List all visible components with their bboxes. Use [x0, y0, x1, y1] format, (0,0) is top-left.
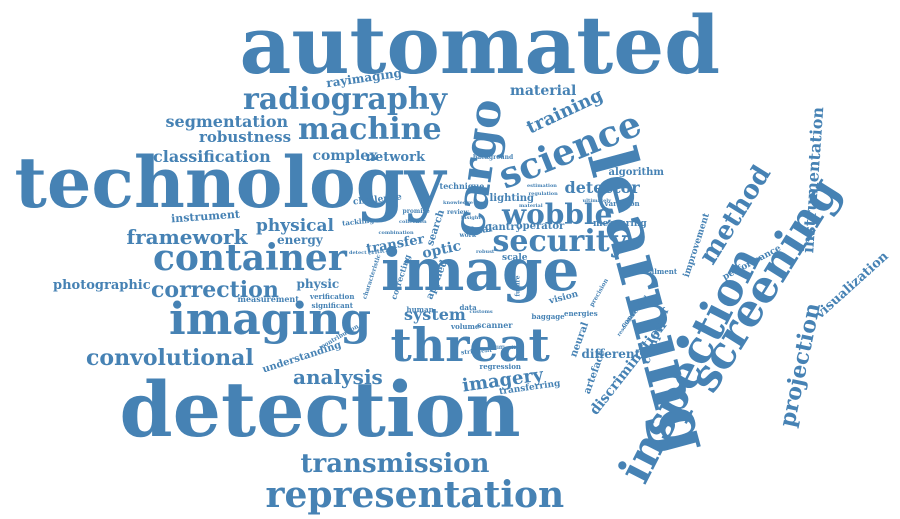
- word-operator: operator: [516, 221, 565, 232]
- word-framework: framework: [126, 225, 248, 249]
- word-classification: classification: [153, 147, 271, 166]
- word-review: review: [447, 209, 469, 216]
- word-ultimately: ultimately: [582, 197, 612, 204]
- word-energies: energies: [564, 308, 598, 318]
- word-algorithm: algorithm: [608, 167, 664, 178]
- word-robustness: robustness: [199, 127, 292, 146]
- word-measuring: measuring: [593, 218, 647, 229]
- word-different: different: [581, 347, 641, 361]
- word-scale: scale: [502, 252, 528, 263]
- word-insight: insight: [461, 214, 481, 221]
- word-precision: precision: [587, 277, 610, 308]
- word-complex: complex: [312, 148, 378, 164]
- word-threat: threat: [390, 318, 550, 372]
- word-representation: representation: [265, 474, 565, 516]
- word-volume: volume: [451, 321, 480, 331]
- word-machine: machine: [298, 112, 442, 147]
- word-wobble: wobble: [502, 198, 613, 231]
- word-automated: automated: [239, 0, 721, 92]
- word-detection: detection: [119, 365, 521, 454]
- word-verification: verification: [310, 291, 355, 301]
- word-tackling: tackling: [341, 214, 375, 228]
- word-regulation: regulation: [528, 190, 558, 197]
- word-background: background: [473, 154, 514, 161]
- word-convolutional: convolutional: [86, 345, 254, 371]
- word-combination: combination: [378, 229, 414, 236]
- word-human: human: [406, 304, 434, 314]
- word-measurement: measurement: [237, 294, 299, 304]
- word-technology: technology: [14, 141, 446, 224]
- word-data: data: [459, 302, 477, 312]
- word-knowledge: knowledge: [443, 199, 473, 206]
- word-transmission: transmission: [300, 449, 490, 479]
- word-physical: physical: [256, 215, 334, 236]
- word-collection: collection: [399, 218, 427, 225]
- word-estimation: estimation: [527, 182, 557, 189]
- word-customs: customs: [469, 308, 493, 315]
- word-concealment: concealment: [627, 266, 678, 276]
- word-segmentation: segmentation: [165, 112, 289, 131]
- word-imaging: imaging: [169, 294, 372, 345]
- word-significant: significant: [311, 300, 353, 310]
- word-scanner: scanner: [477, 320, 513, 330]
- word-future: future: [514, 275, 522, 297]
- word-gantry: gantry: [485, 222, 522, 233]
- word-variation: variation: [604, 198, 640, 208]
- word-analysis: analysis: [293, 365, 383, 389]
- word-detector: detector: [564, 178, 640, 197]
- word-security: security: [492, 224, 628, 259]
- word-radiography: radiography: [243, 82, 448, 117]
- word-visualization: visualization: [812, 248, 892, 322]
- word-projection: projection: [774, 300, 826, 430]
- word-energy: energy: [277, 233, 323, 247]
- word-robust: robust: [476, 248, 495, 255]
- word-detect: detect: [349, 249, 367, 256]
- word-material: material: [510, 83, 577, 99]
- word-network: network: [365, 149, 425, 165]
- word-container: container: [153, 237, 347, 279]
- word-correction: correction: [151, 277, 279, 303]
- word-technique: technique: [439, 181, 485, 191]
- word-image: image: [381, 236, 580, 304]
- word-characteristic: characteristic: [360, 253, 382, 301]
- word-photographic: photographic: [53, 277, 151, 293]
- word-physic: physic: [296, 277, 340, 291]
- word-work: work: [459, 232, 477, 239]
- word-regression: regression: [479, 361, 521, 371]
- word-promise: promise: [402, 208, 430, 215]
- word-lighting: lighting: [489, 193, 535, 204]
- word-system: system: [404, 305, 466, 324]
- word-material: material: [519, 202, 543, 209]
- word-baggage: baggage: [531, 311, 565, 321]
- word-difficulty: difficulty: [493, 344, 519, 351]
